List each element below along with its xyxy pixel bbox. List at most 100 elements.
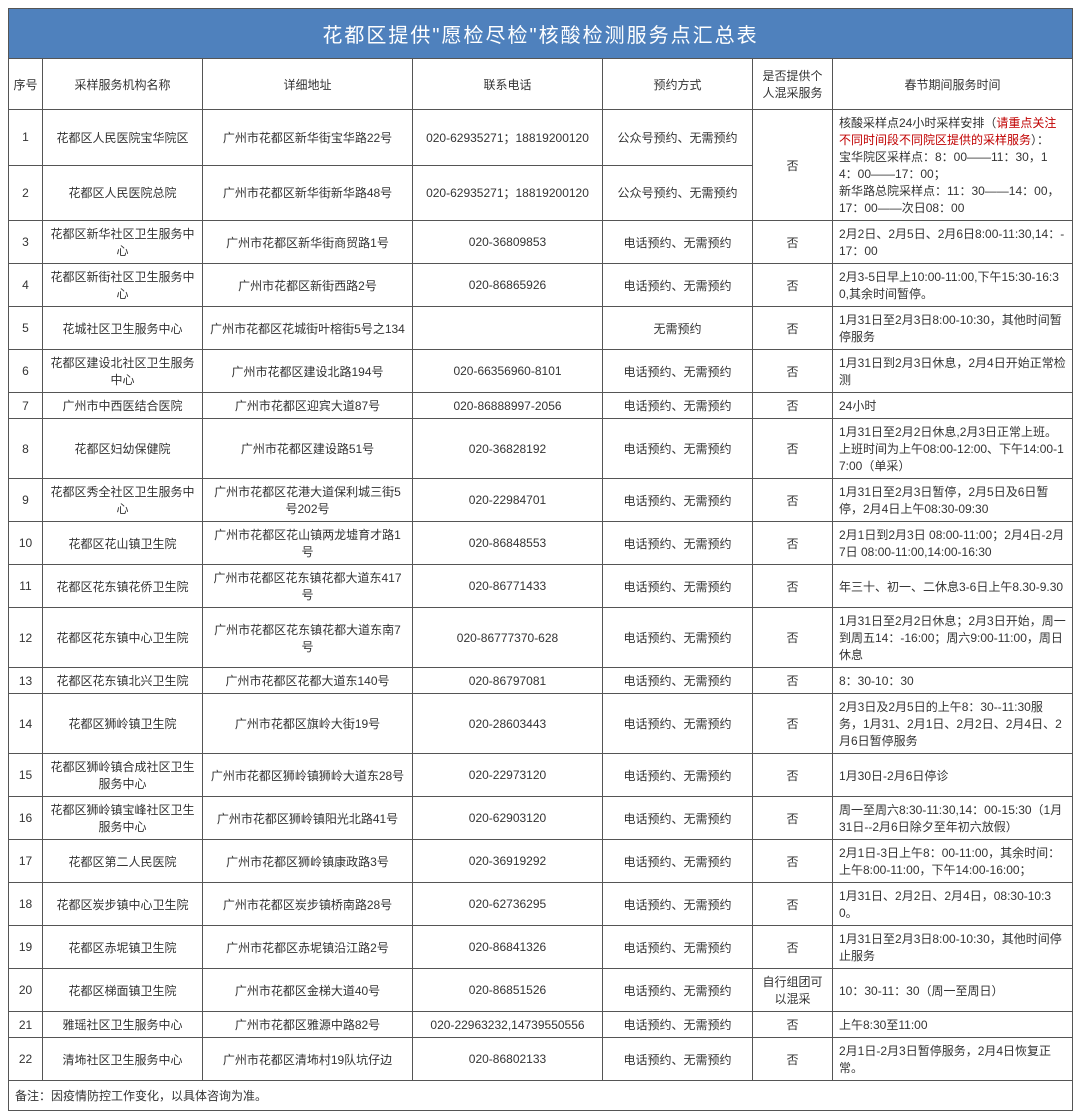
cell-addr: 广州市花都区迎宾大道87号	[203, 393, 413, 419]
cell-phone: 020-86802133	[413, 1038, 603, 1081]
cell-book: 电话预约、无需预约	[603, 393, 753, 419]
cell-mix: 否	[753, 110, 833, 221]
footnote: 备注：因疫情防控工作变化，以具体咨询为准。	[9, 1081, 1073, 1111]
cell-phone: 020-62903120	[413, 797, 603, 840]
col-idx: 序号	[9, 59, 43, 110]
cell-idx: 14	[9, 694, 43, 754]
table-row: 8花都区妇幼保健院广州市花都区建设路51号020-36828192电话预约、无需…	[9, 419, 1073, 479]
col-addr: 详细地址	[203, 59, 413, 110]
cell-name: 花都区新街社区卫生服务中心	[43, 264, 203, 307]
cell-addr: 广州市花都区花山镇两龙墟育才路1号	[203, 522, 413, 565]
cell-book: 电话预约、无需预约	[603, 969, 753, 1012]
table-row: 11花都区花东镇花侨卫生院广州市花都区花东镇花都大道东417号020-86771…	[9, 565, 1073, 608]
cell-mix: 否	[753, 522, 833, 565]
cell-phone: 020-86771433	[413, 565, 603, 608]
cell-name: 花都区建设北社区卫生服务中心	[43, 350, 203, 393]
cell-time: 2月1日到2月3日 08:00-11:00；2月4日-2月7日 08:00-11…	[833, 522, 1073, 565]
cell-mix: 否	[753, 883, 833, 926]
cell-mix: 否	[753, 307, 833, 350]
cell-phone: 020-22973120	[413, 754, 603, 797]
table-row: 20花都区梯面镇卫生院广州市花都区金梯大道40号020-86851526电话预约…	[9, 969, 1073, 1012]
cell-phone: 020-66356960-8101	[413, 350, 603, 393]
cell-idx: 7	[9, 393, 43, 419]
table-row: 13花都区花东镇北兴卫生院广州市花都区花都大道东140号020-86797081…	[9, 668, 1073, 694]
cell-book: 电话预约、无需预约	[603, 840, 753, 883]
cell-name: 花都区秀全社区卫生服务中心	[43, 479, 203, 522]
cell-book: 电话预约、无需预约	[603, 565, 753, 608]
cell-mix: 否	[753, 1012, 833, 1038]
cell-addr: 广州市花都区花东镇花都大道东417号	[203, 565, 413, 608]
cell-name: 花都区狮岭镇卫生院	[43, 694, 203, 754]
cell-name: 花都区花东镇花侨卫生院	[43, 565, 203, 608]
table-row: 17花都区第二人民医院广州市花都区狮岭镇康政路3号020-36919292电话预…	[9, 840, 1073, 883]
cell-idx: 6	[9, 350, 43, 393]
cell-book: 公众号预约、无需预约	[603, 165, 753, 221]
cell-phone: 020-62935271；18819200120	[413, 110, 603, 166]
cell-mix: 否	[753, 926, 833, 969]
table-row: 5花城社区卫生服务中心广州市花都区花城街叶榕街5号之134无需预约否1月31日至…	[9, 307, 1073, 350]
cell-addr: 广州市花都区花都大道东140号	[203, 668, 413, 694]
cell-idx: 21	[9, 1012, 43, 1038]
table-row: 15花都区狮岭镇合成社区卫生服务中心广州市花都区狮岭镇狮岭大道东28号020-2…	[9, 754, 1073, 797]
cell-idx: 20	[9, 969, 43, 1012]
cell-addr: 广州市花都区清㘵村19队坑仔边	[203, 1038, 413, 1081]
cell-idx: 8	[9, 419, 43, 479]
cell-name: 花都区炭步镇中心卫生院	[43, 883, 203, 926]
cell-time: 1月31日至2月3日暂停，2月5日及6日暂停，2月4日上午08:30-09:30	[833, 479, 1073, 522]
cell-mix: 否	[753, 264, 833, 307]
cell-time: 1月31日至2月3日8:00-10:30，其他时间暂停服务	[833, 307, 1073, 350]
cell-addr: 广州市花都区花城街叶榕街5号之134	[203, 307, 413, 350]
table-title: 花都区提供"愿检尽检"核酸检测服务点汇总表	[9, 9, 1073, 59]
cell-phone: 020-86848553	[413, 522, 603, 565]
cell-name: 花都区花东镇中心卫生院	[43, 608, 203, 668]
cell-idx: 1	[9, 110, 43, 166]
table-row: 19花都区赤坭镇卫生院广州市花都区赤坭镇沿江路2号020-86841326电话预…	[9, 926, 1073, 969]
cell-mix: 否	[753, 694, 833, 754]
table-row: 14花都区狮岭镇卫生院广州市花都区旗岭大街19号020-28603443电话预约…	[9, 694, 1073, 754]
cell-idx: 4	[9, 264, 43, 307]
cell-idx: 10	[9, 522, 43, 565]
cell-addr: 广州市花都区花港大道保利城三街5号202号	[203, 479, 413, 522]
cell-phone: 020-86797081	[413, 668, 603, 694]
cell-book: 无需预约	[603, 307, 753, 350]
table-row: 4花都区新街社区卫生服务中心广州市花都区新街西路2号020-86865926电话…	[9, 264, 1073, 307]
cell-name: 花都区赤坭镇卫生院	[43, 926, 203, 969]
cell-idx: 12	[9, 608, 43, 668]
cell-time: 2月3日及2月5日的上午8：30--11:30服务，1月31、2月1日、2月2日…	[833, 694, 1073, 754]
table-body: 1花都区人民医院宝华院区广州市花都区新华街宝华路22号020-62935271；…	[9, 110, 1073, 1081]
cell-addr: 广州市花都区狮岭镇阳光北路41号	[203, 797, 413, 840]
cell-name: 花都区妇幼保健院	[43, 419, 203, 479]
table-row: 10花都区花山镇卫生院广州市花都区花山镇两龙墟育才路1号020-86848553…	[9, 522, 1073, 565]
cell-addr: 广州市花都区金梯大道40号	[203, 969, 413, 1012]
cell-time: 2月3-5日早上10:00-11:00,下午15:30-16:30,其余时间暂停…	[833, 264, 1073, 307]
cell-addr: 广州市花都区狮岭镇狮岭大道东28号	[203, 754, 413, 797]
cell-mix: 否	[753, 350, 833, 393]
cell-phone: 020-86841326	[413, 926, 603, 969]
cell-addr: 广州市花都区建设路51号	[203, 419, 413, 479]
cell-book: 电话预约、无需预约	[603, 926, 753, 969]
cell-mix: 否	[753, 419, 833, 479]
title-row: 花都区提供"愿检尽检"核酸检测服务点汇总表	[9, 9, 1073, 59]
cell-time: 1月31日、2月2日、2月4日，08:30-10:30。	[833, 883, 1073, 926]
cell-mix: 否	[753, 1038, 833, 1081]
cell-time: 8：30-10：30	[833, 668, 1073, 694]
cell-idx: 18	[9, 883, 43, 926]
cell-idx: 9	[9, 479, 43, 522]
cell-addr: 广州市花都区新华街商贸路1号	[203, 221, 413, 264]
cell-name: 花都区梯面镇卫生院	[43, 969, 203, 1012]
cell-time: 10：30-11：30（周一至周日）	[833, 969, 1073, 1012]
cell-phone: 020-86888997-2056	[413, 393, 603, 419]
cell-book: 电话预约、无需预约	[603, 221, 753, 264]
table-row: 9花都区秀全社区卫生服务中心广州市花都区花港大道保利城三街5号202号020-2…	[9, 479, 1073, 522]
cell-name: 花都区第二人民医院	[43, 840, 203, 883]
summary-table-container: 花都区提供"愿检尽检"核酸检测服务点汇总表 序号 采样服务机构名称 详细地址 联…	[8, 8, 1072, 1111]
cell-time: 核酸采样点24小时采样安排（请重点关注不同时间段不同院区提供的采样服务）：宝华院…	[833, 110, 1073, 221]
cell-mix: 否	[753, 221, 833, 264]
cell-book: 电话预约、无需预约	[603, 668, 753, 694]
cell-name: 广州市中西医结合医院	[43, 393, 203, 419]
cell-time: 2月2日、2月5日、2月6日8:00-11:30,14：-17：00	[833, 221, 1073, 264]
cell-book: 电话预约、无需预约	[603, 883, 753, 926]
cell-time: 上午8:30至11:00	[833, 1012, 1073, 1038]
table-row: 12花都区花东镇中心卫生院广州市花都区花东镇花都大道东南7号020-867773…	[9, 608, 1073, 668]
cell-mix: 否	[753, 668, 833, 694]
